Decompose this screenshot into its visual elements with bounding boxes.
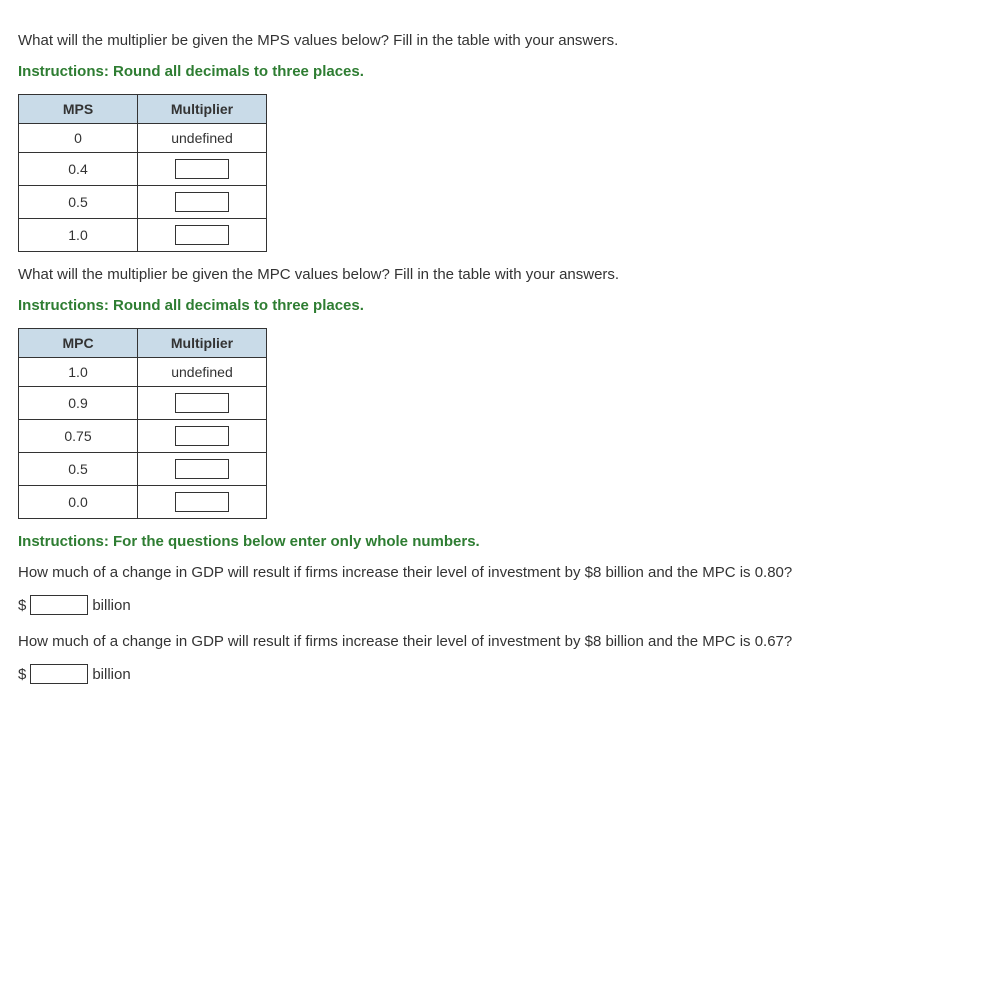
unit-label: billion	[92, 597, 130, 614]
unit-label: billion	[92, 666, 130, 683]
q2-instructions: Instructions: Round all decimals to thre…	[18, 297, 984, 314]
multiplier-input[interactable]	[175, 492, 229, 512]
multiplier-cell	[138, 387, 267, 420]
multiplier-cell	[138, 453, 267, 486]
q2-prompt: What will the multiplier be given the MP…	[18, 266, 984, 283]
mps-cell: 1.0	[19, 219, 138, 252]
table-row: 0 undefined	[19, 124, 267, 153]
table-row: 0.75	[19, 420, 267, 453]
mpc-cell: 0.5	[19, 453, 138, 486]
table-row: 0.5	[19, 453, 267, 486]
mps-cell: 0.4	[19, 153, 138, 186]
multiplier-header: Multiplier	[138, 329, 267, 358]
mps-cell: 0.5	[19, 186, 138, 219]
dollar-prefix: $	[18, 666, 26, 683]
q3-sub2-answer: $ billion	[18, 664, 984, 684]
multiplier-input[interactable]	[175, 459, 229, 479]
multiplier-cell	[138, 420, 267, 453]
multiplier-header: Multiplier	[138, 95, 267, 124]
multiplier-input[interactable]	[175, 393, 229, 413]
mps-header: MPS	[19, 95, 138, 124]
q3-sub1-prompt: How much of a change in GDP will result …	[18, 564, 984, 581]
mps-cell: 0	[19, 124, 138, 153]
mpc-table: MPC Multiplier 1.0 undefined 0.9 0.75 0.…	[18, 328, 267, 519]
mpc-cell: 1.0	[19, 358, 138, 387]
multiplier-cell	[138, 219, 267, 252]
table-row: 0.4	[19, 153, 267, 186]
gdp-change-input[interactable]	[30, 595, 88, 615]
gdp-change-input[interactable]	[30, 664, 88, 684]
multiplier-cell	[138, 486, 267, 519]
multiplier-input[interactable]	[175, 192, 229, 212]
q3-instructions: Instructions: For the questions below en…	[18, 533, 984, 550]
multiplier-input[interactable]	[175, 426, 229, 446]
table-row: 1.0	[19, 219, 267, 252]
table-row: 0.9	[19, 387, 267, 420]
multiplier-cell	[138, 153, 267, 186]
q1-prompt: What will the multiplier be given the MP…	[18, 32, 984, 49]
multiplier-cell	[138, 186, 267, 219]
multiplier-cell-text: undefined	[138, 124, 267, 153]
mps-table: MPS Multiplier 0 undefined 0.4 0.5 1.0	[18, 94, 267, 252]
mpc-cell: 0.75	[19, 420, 138, 453]
dollar-prefix: $	[18, 597, 26, 614]
multiplier-input[interactable]	[175, 159, 229, 179]
q1-instructions: Instructions: Round all decimals to thre…	[18, 63, 984, 80]
mpc-cell: 0.9	[19, 387, 138, 420]
multiplier-cell-text: undefined	[138, 358, 267, 387]
q3-sub1-answer: $ billion	[18, 595, 984, 615]
mpc-cell: 0.0	[19, 486, 138, 519]
q3-sub2-prompt: How much of a change in GDP will result …	[18, 633, 984, 650]
table-row: 0.5	[19, 186, 267, 219]
table-row: 1.0 undefined	[19, 358, 267, 387]
multiplier-input[interactable]	[175, 225, 229, 245]
table-row: 0.0	[19, 486, 267, 519]
mpc-header: MPC	[19, 329, 138, 358]
